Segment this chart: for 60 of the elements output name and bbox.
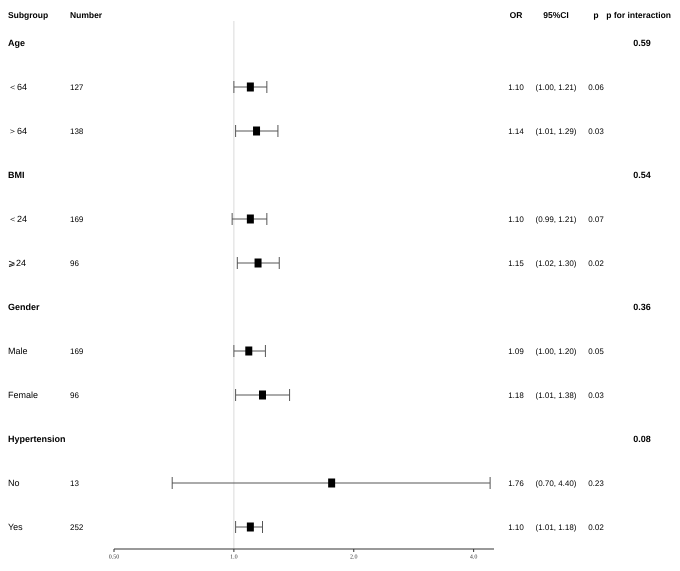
data-label: 1.09 <box>508 347 524 356</box>
point <box>253 126 260 136</box>
y-tick-label: ＞64 <box>8 126 28 136</box>
text: 138 <box>70 127 84 136</box>
text: 0.54 <box>633 170 651 180</box>
text: (1.02, 1.30) <box>536 259 577 268</box>
text: 0.08 <box>633 434 651 444</box>
text: 13 <box>70 479 80 488</box>
text: Number <box>70 10 103 20</box>
text: 0.59 <box>633 38 651 48</box>
text: 0.02 <box>588 259 604 268</box>
text: 0.07 <box>588 215 604 224</box>
y-tick-label: Female <box>8 390 38 400</box>
y-tick-label: Age <box>8 38 26 48</box>
point <box>245 346 252 356</box>
text: 96 <box>70 391 80 400</box>
text: Subgroup <box>8 10 48 20</box>
point <box>246 522 254 532</box>
y-tick-label: ＜24 <box>8 214 28 224</box>
data-label: 1.18 <box>508 391 524 400</box>
text: p for interaction <box>606 10 671 20</box>
text: (1.01, 1.29) <box>536 127 577 136</box>
data-label: 1.76 <box>508 479 524 488</box>
text: 169 <box>70 347 84 356</box>
data-label: 1.10 <box>508 523 524 532</box>
text: (1.00, 1.21) <box>536 83 577 92</box>
y-tick-label: Hypertension <box>8 434 66 444</box>
text: OR <box>510 10 522 20</box>
data-label: 1.14 <box>508 127 524 136</box>
text: (0.99, 1.21) <box>536 215 577 224</box>
y-tick-label: Gender <box>8 302 40 312</box>
point <box>246 82 254 92</box>
text: 0.02 <box>588 523 604 532</box>
data-label: 1.10 <box>508 83 524 92</box>
point <box>328 478 336 488</box>
text: 95%CI <box>543 10 569 20</box>
text: 0.05 <box>588 347 604 356</box>
text: 169 <box>70 215 84 224</box>
data-label: 1.10 <box>508 215 524 224</box>
text: 0.06 <box>588 83 604 92</box>
y-tick-label: No <box>8 478 20 488</box>
text: p <box>593 10 599 20</box>
text: 252 <box>70 523 84 532</box>
text: 0.36 <box>633 302 651 312</box>
y-tick-label: Male <box>8 346 28 356</box>
text: (0.70, 4.40) <box>536 479 577 488</box>
y-tick-label: ＜64 <box>8 82 28 92</box>
y-tick-label: Yes <box>8 522 24 532</box>
text: 0.03 <box>588 391 604 400</box>
text: (1.00, 1.20) <box>536 347 577 356</box>
text: 96 <box>70 259 80 268</box>
y-tick-label: ⩾24 <box>8 258 26 268</box>
text: (1.01, 1.38) <box>536 391 577 400</box>
text: 127 <box>70 83 84 92</box>
y-tick-label: BMI <box>8 170 24 180</box>
text: (1.01, 1.18) <box>536 523 577 532</box>
text: 0.03 <box>588 127 604 136</box>
data-label: 1.15 <box>508 259 524 268</box>
text: 0.23 <box>588 479 604 488</box>
point <box>246 214 254 224</box>
